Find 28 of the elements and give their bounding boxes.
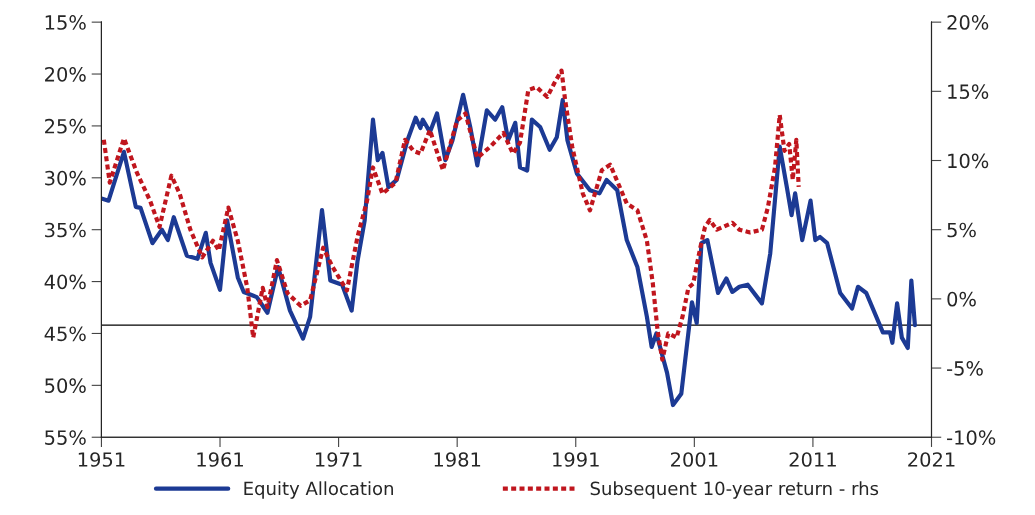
x-tick-label: 1951 (78, 452, 125, 467)
y-tick-label: 30% (45, 170, 86, 186)
x-tick-label: 1991 (553, 452, 599, 467)
line-series (101, 68, 801, 362)
y-tick-label: 55% (45, 430, 86, 445)
y2-tick-label: 5% (947, 222, 976, 238)
legend-label: Equity Allocation (244, 481, 393, 499)
y-tick-label: 25% (45, 118, 86, 134)
y2-tick-label: 15% (948, 84, 989, 99)
x-tick-label: 2011 (789, 452, 836, 467)
y2-tick-label: 20% (947, 15, 989, 30)
y2-tick-label: -5% (947, 361, 983, 376)
y-tick-label: 40% (44, 274, 86, 290)
x-tick-label: 1971 (315, 452, 362, 467)
y2-tick-label: -10% (947, 430, 996, 445)
y-tick-label: 15% (45, 15, 86, 30)
y2-tick-label: 10% (948, 153, 989, 169)
y2-tick-label: 0% (947, 291, 976, 307)
x-tick-label: 2021 (908, 452, 955, 467)
x-tick-label: 1981 (434, 452, 481, 467)
x-tick-label: 2001 (671, 452, 718, 467)
y-tick-label: 20% (45, 66, 86, 82)
y-tick-label: 35% (45, 222, 86, 238)
x-tick-label: 1961 (197, 452, 243, 467)
y-tick-label: 45% (44, 326, 86, 342)
y-tick-label: 50% (45, 378, 86, 394)
legend-label: Subsequent 10-year return - rhs (590, 481, 879, 499)
line-series (101, 92, 917, 408)
